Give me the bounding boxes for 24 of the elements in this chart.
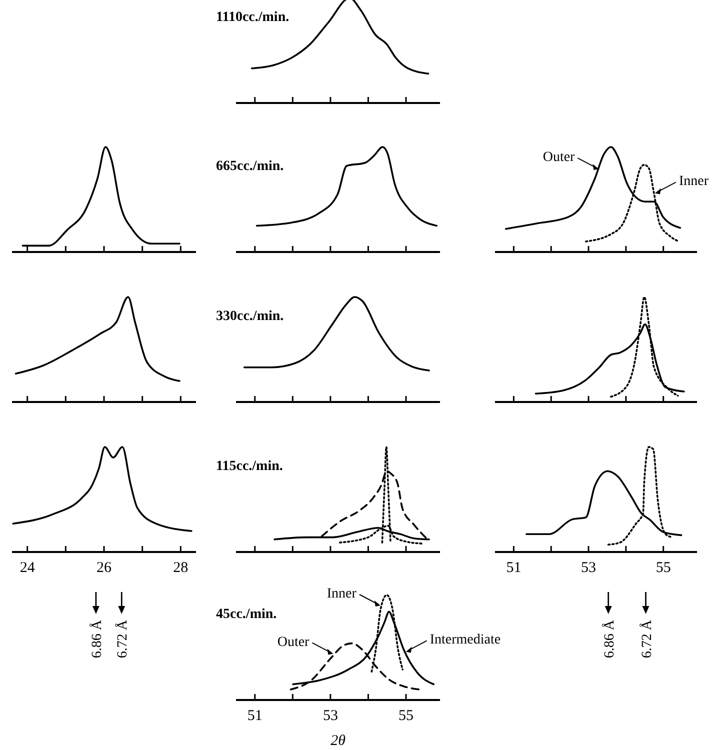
x-tick-label: 55 — [398, 708, 414, 724]
x-tick-label: 51 — [247, 708, 262, 724]
ref-line-label: 6.86 Å — [601, 619, 618, 658]
ref-line-label: 6.86 Å — [88, 619, 105, 658]
ref-line-label: 6.72 Å — [638, 619, 655, 658]
annotation: Outer — [277, 634, 310, 650]
x-tick-label: 53 — [322, 708, 338, 724]
x-axis-title: 2θ — [330, 733, 346, 749]
annotation: Inner — [326, 586, 357, 602]
x-tick-label: 26 — [96, 560, 112, 576]
annotation: Intermediate — [430, 632, 501, 648]
x-tick-label: 28 — [173, 560, 188, 576]
ref-line-label: 6.72 Å — [114, 619, 131, 658]
x-tick-label: 53 — [581, 560, 596, 576]
x-tick-label: 51 — [506, 560, 522, 576]
annotation: Inner — [678, 174, 709, 190]
text: 1110cc./min. — [216, 10, 290, 25]
x-tick-label: 55 — [656, 560, 671, 576]
text: 665cc./min. — [216, 159, 284, 174]
text: 45cc./min. — [216, 607, 277, 622]
text: 115cc./min. — [216, 459, 283, 474]
annotation: Outer — [542, 150, 576, 166]
x-tick-label: 24 — [20, 560, 36, 576]
text: 330cc./min. — [216, 309, 284, 324]
